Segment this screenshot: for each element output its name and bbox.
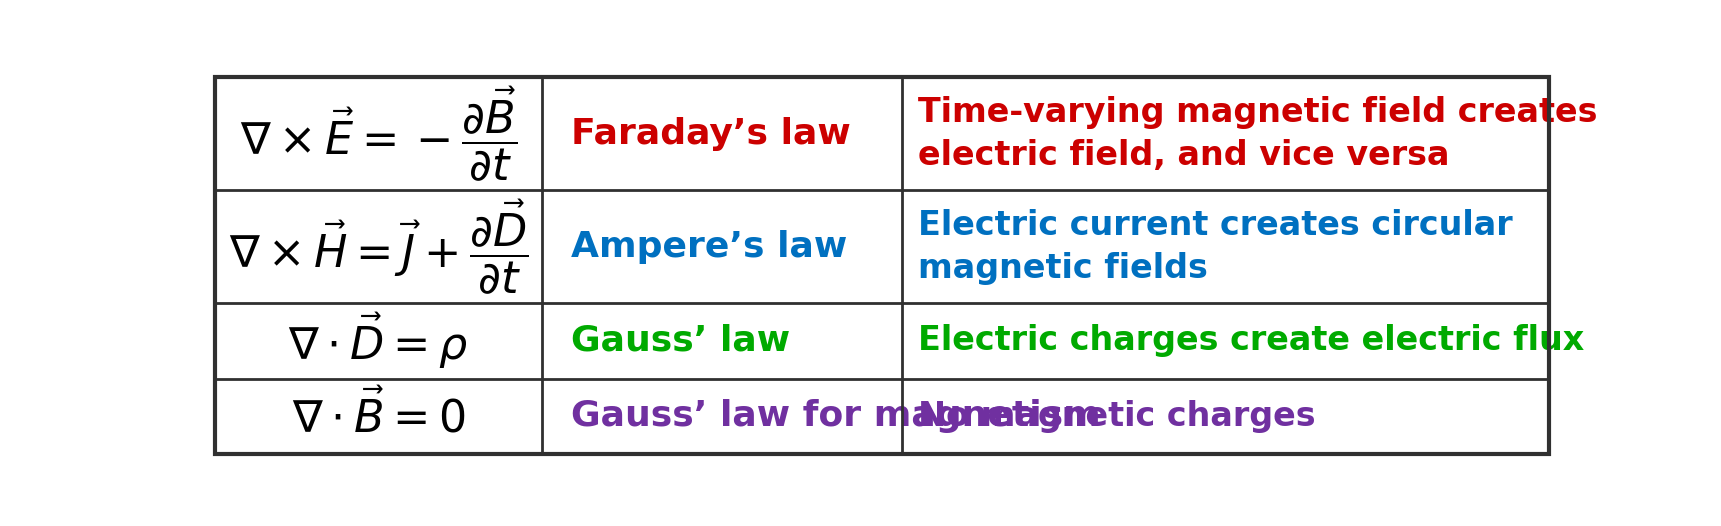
Text: $\nabla \times \vec{E} = -\dfrac{\partial\vec{B}}{\partial t}$: $\nabla \times \vec{E} = -\dfrac{\partia… <box>239 84 518 183</box>
Text: $\nabla \cdot \vec{B} = 0$: $\nabla \cdot \vec{B} = 0$ <box>291 391 465 442</box>
Text: Gauss’ law for magnetism: Gauss’ law for magnetism <box>571 399 1101 433</box>
Text: Electric charges create electric flux: Electric charges create electric flux <box>917 325 1585 358</box>
Text: Ampere’s law: Ampere’s law <box>571 230 847 264</box>
Text: Faraday’s law: Faraday’s law <box>571 117 850 151</box>
Text: Gauss’ law: Gauss’ law <box>571 324 790 358</box>
Text: No magnetic charges: No magnetic charges <box>917 400 1315 433</box>
Text: $\nabla \cdot \vec{D} = \rho$: $\nabla \cdot \vec{D} = \rho$ <box>289 311 468 371</box>
Text: Time-varying magnetic field creates
electric field, and vice versa: Time-varying magnetic field creates elec… <box>917 96 1597 172</box>
Text: Electric current creates circular
magnetic fields: Electric current creates circular magnet… <box>917 209 1513 285</box>
Text: $\nabla \times \vec{H} = \vec{J} + \dfrac{\partial\vec{D}}{\partial t}$: $\nabla \times \vec{H} = \vec{J} + \dfra… <box>229 197 528 296</box>
